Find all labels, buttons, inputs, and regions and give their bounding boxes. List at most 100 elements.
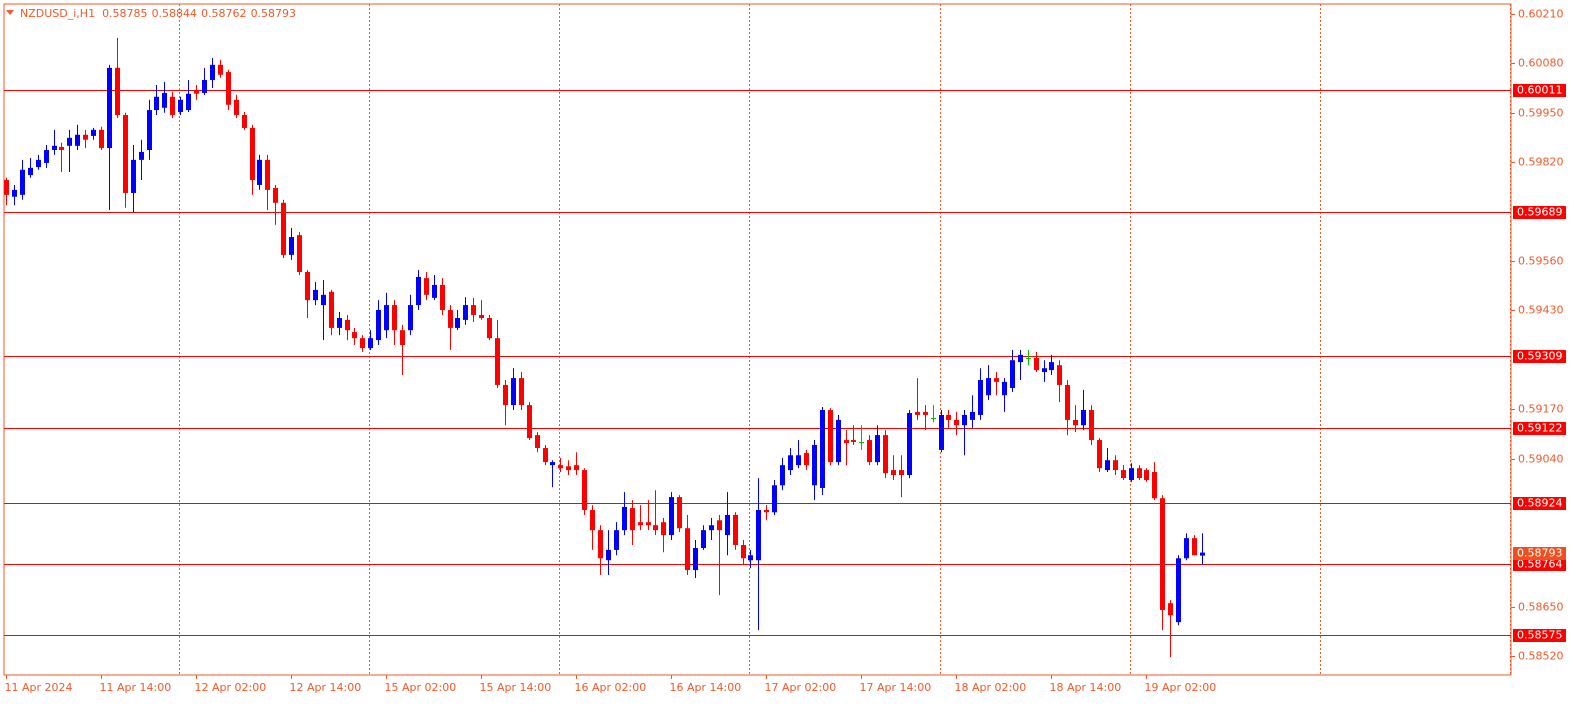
level-label-box xyxy=(1513,84,1566,97)
y-tick-label: 0.59950 xyxy=(1518,107,1564,120)
quote-high: 0.58844 xyxy=(152,7,198,20)
candle-body xyxy=(471,305,476,315)
candle-body xyxy=(899,470,904,476)
candle-body xyxy=(1026,357,1031,359)
level-label: 0.59309 xyxy=(1517,350,1563,363)
candle-body xyxy=(788,455,793,471)
candle-body xyxy=(91,129,96,136)
candle-body xyxy=(558,465,563,469)
candle-body xyxy=(455,318,460,328)
candle-body xyxy=(1113,460,1118,471)
candle-body xyxy=(780,465,785,486)
candle-body xyxy=(685,528,690,571)
candle-body xyxy=(590,510,595,531)
candle-body xyxy=(44,149,49,163)
candle-body xyxy=(756,510,761,561)
candle-body xyxy=(162,92,167,108)
candle-body xyxy=(622,506,627,531)
candle-body xyxy=(12,189,17,197)
candle-body xyxy=(139,151,144,160)
candle-body xyxy=(321,294,326,306)
candle-body xyxy=(384,305,389,331)
candle-body xyxy=(566,466,571,471)
candle-body xyxy=(345,319,350,331)
candle-body xyxy=(1018,354,1023,363)
candle-body xyxy=(1144,470,1149,480)
candle-body xyxy=(392,305,397,331)
candle-body xyxy=(1121,470,1126,479)
y-tick-label: 0.59430 xyxy=(1518,304,1564,317)
candle-body xyxy=(273,188,278,203)
x-tick-label: 11 Apr 14:00 xyxy=(100,681,172,694)
candle-body xyxy=(424,278,429,295)
candle-body xyxy=(289,237,294,255)
candle-body xyxy=(693,548,698,571)
candle-body xyxy=(844,440,849,444)
candle-body xyxy=(1129,468,1134,480)
candle-body xyxy=(859,441,864,443)
candle-body xyxy=(52,145,57,150)
candle-body xyxy=(416,276,421,306)
candle-body xyxy=(535,435,540,449)
y-tick-label: 0.60210 xyxy=(1518,8,1564,21)
candle-body xyxy=(931,418,936,420)
candle-body xyxy=(448,310,453,328)
candle-body xyxy=(954,419,959,426)
level-label: 0.60011 xyxy=(1517,84,1563,97)
candle-body xyxy=(717,520,722,531)
candle-body xyxy=(83,134,88,140)
level-label: 0.59689 xyxy=(1517,206,1563,219)
candle-body xyxy=(99,129,104,149)
candle-body xyxy=(1081,410,1086,426)
candle-body xyxy=(368,338,373,349)
menu-arrow[interactable] xyxy=(6,10,14,15)
candle-body xyxy=(701,530,706,549)
x-tick-label: 19 Apr 02:00 xyxy=(1145,681,1217,694)
candle-body xyxy=(1168,603,1173,616)
candle-body xyxy=(725,514,730,536)
candle-body xyxy=(28,167,33,176)
candle-body xyxy=(796,455,801,466)
candle-body xyxy=(907,413,912,476)
candle-body xyxy=(851,440,856,442)
candle-body xyxy=(653,525,658,531)
candle-body xyxy=(598,530,603,559)
candle-body xyxy=(495,338,500,385)
quote-low: 0.58762 xyxy=(201,7,247,20)
candle-body xyxy=(606,549,611,561)
candle-body xyxy=(67,137,72,146)
candle-body xyxy=(1034,357,1039,371)
level-label: 0.58764 xyxy=(1517,558,1563,571)
candle-body xyxy=(432,284,437,298)
candle-body xyxy=(226,72,231,105)
candle-body xyxy=(479,314,484,319)
candle-body xyxy=(582,470,587,511)
candle-body xyxy=(463,305,468,320)
candle-body xyxy=(75,134,80,146)
candle-body xyxy=(527,405,532,439)
candle-body xyxy=(1089,410,1094,441)
candle-body xyxy=(614,530,619,550)
candle-body xyxy=(891,470,896,476)
candle-body xyxy=(329,291,334,328)
candle-body xyxy=(194,89,199,94)
candle-body xyxy=(1010,360,1015,388)
candle-body xyxy=(511,378,516,406)
candle-body xyxy=(1176,558,1181,623)
x-tick-label: 16 Apr 14:00 xyxy=(670,681,742,694)
candle-body xyxy=(1002,381,1007,396)
candle-body xyxy=(503,384,508,406)
y-tick-label: 0.60080 xyxy=(1518,57,1564,70)
level-label-box xyxy=(1513,497,1566,510)
candle-body xyxy=(4,180,9,195)
candle-body xyxy=(733,514,738,545)
candle-body xyxy=(202,80,207,93)
candle-body xyxy=(218,64,223,75)
candle-body xyxy=(574,465,579,471)
candle-body xyxy=(1049,362,1054,371)
candle-body xyxy=(772,485,777,513)
candle-body xyxy=(1137,468,1142,479)
level-label: 0.58924 xyxy=(1517,497,1563,510)
candle-body xyxy=(741,544,746,559)
candle-body xyxy=(923,411,928,415)
